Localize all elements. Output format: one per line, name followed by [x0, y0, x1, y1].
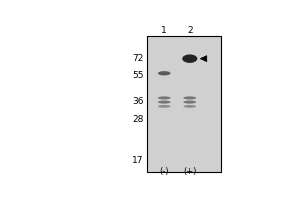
Ellipse shape [182, 54, 197, 63]
Polygon shape [200, 56, 207, 62]
Ellipse shape [158, 101, 171, 104]
Text: 28: 28 [132, 115, 143, 124]
Ellipse shape [158, 71, 171, 75]
Text: 2: 2 [187, 26, 193, 35]
Text: 36: 36 [132, 97, 143, 106]
Ellipse shape [183, 96, 196, 99]
Text: 1: 1 [161, 26, 167, 35]
Text: 72: 72 [132, 54, 143, 63]
Text: 17: 17 [132, 156, 143, 165]
Ellipse shape [183, 101, 196, 104]
Bar [147, 36, 221, 172]
Ellipse shape [158, 96, 171, 99]
Text: (-): (-) [160, 167, 169, 176]
Text: 55: 55 [132, 71, 143, 80]
Text: (+): (+) [183, 167, 196, 176]
Ellipse shape [158, 105, 171, 108]
Ellipse shape [183, 105, 196, 108]
